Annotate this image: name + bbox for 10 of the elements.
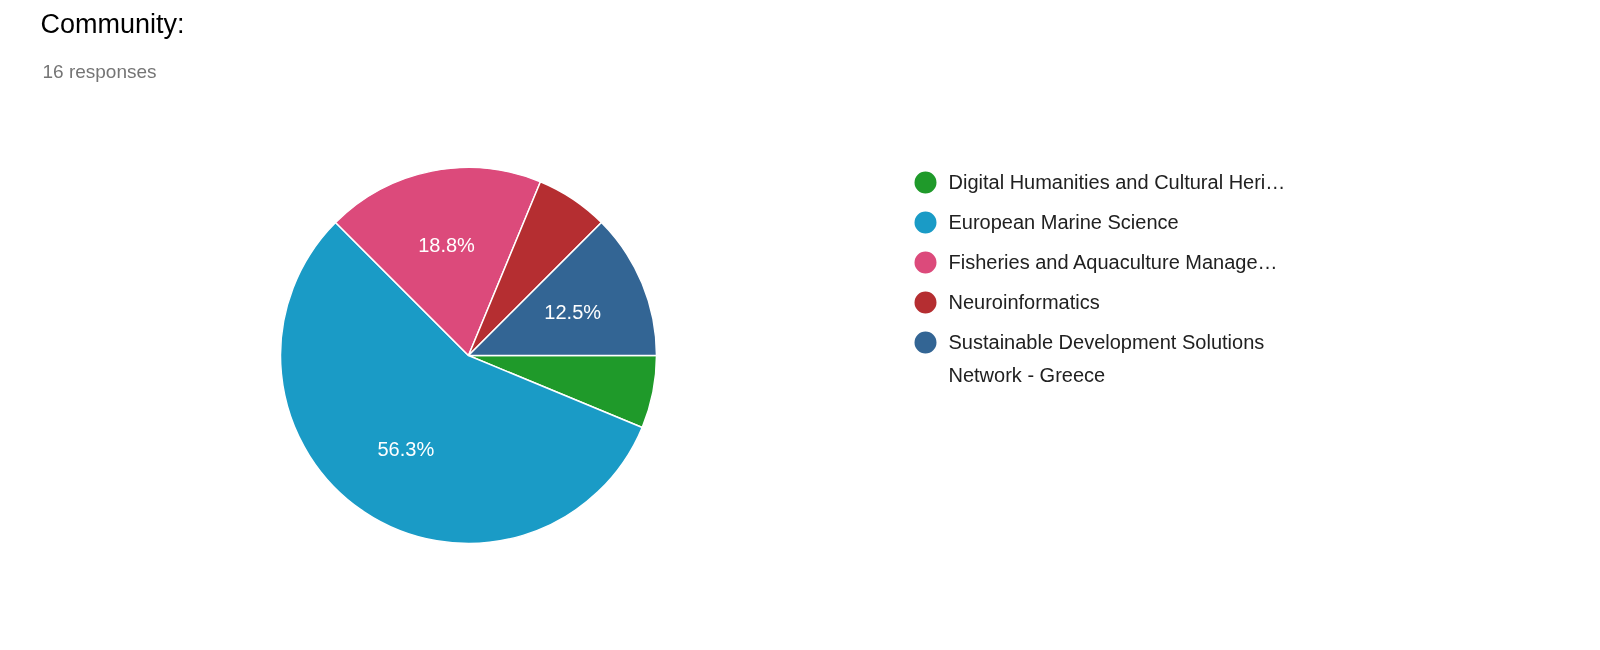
legend-label: Sustainable Development Solutions Network - Greece	[948, 330, 1265, 386]
text: 16 responses	[42, 60, 157, 82]
data-label: 56.3%	[377, 438, 435, 461]
legend-label: Fisheries and Aquaculture Manage…	[948, 250, 1278, 273]
legend-label: Digital Humanities and Cultural Heri…	[948, 170, 1286, 193]
legend-label: Neuroinformatics	[948, 290, 1100, 313]
data-label: 12.5%	[544, 301, 602, 324]
data-label: 18.8%	[418, 233, 476, 256]
legend-label: European Marine Science	[948, 210, 1179, 233]
chart-title: Community:	[40, 8, 185, 39]
